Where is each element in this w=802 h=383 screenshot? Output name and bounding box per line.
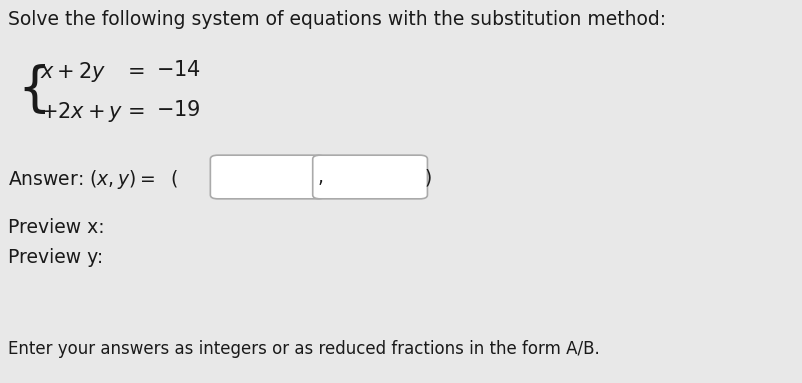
Text: $=$: $=$ (123, 60, 144, 80)
Text: ): ) (424, 168, 431, 187)
Text: Preview x:: Preview x: (7, 218, 104, 237)
Text: $+2x + y$: $+2x + y$ (40, 100, 123, 124)
Text: $=$: $=$ (123, 100, 144, 120)
Text: Solve the following system of equations with the substitution method:: Solve the following system of equations … (7, 10, 665, 29)
Text: ,: , (317, 168, 323, 187)
FancyBboxPatch shape (312, 155, 427, 199)
Text: Preview y:: Preview y: (7, 248, 103, 267)
FancyBboxPatch shape (210, 155, 325, 199)
Text: Enter your answers as integers or as reduced fractions in the form A/B.: Enter your answers as integers or as red… (7, 340, 598, 358)
Text: Answer: $(x, y) =$  (: Answer: $(x, y) =$ ( (7, 168, 178, 191)
Text: $\{$: $\{$ (17, 62, 46, 116)
Text: $-19$: $-19$ (156, 100, 200, 120)
Text: $-14$: $-14$ (156, 60, 201, 80)
Text: $x + 2y$: $x + 2y$ (40, 60, 106, 84)
